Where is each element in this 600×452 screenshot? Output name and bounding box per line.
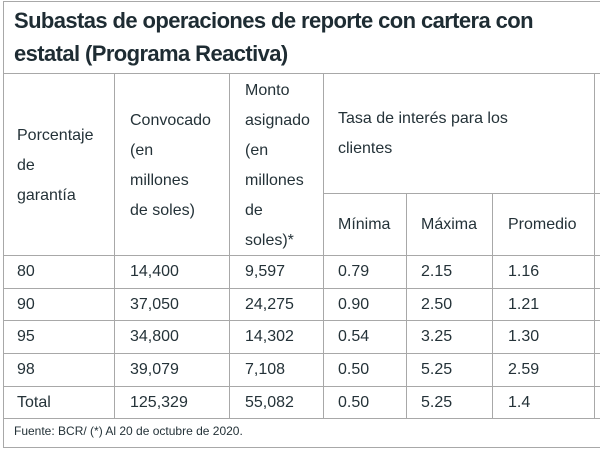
- cell-minima: 0.79: [338, 263, 370, 280]
- header-minima: Mínima: [338, 216, 391, 233]
- cell-convocado: 39,079: [130, 361, 179, 378]
- cell-monto: 7,108: [245, 361, 286, 378]
- cell-minima: 0.54: [338, 328, 370, 345]
- col-line: [323, 73, 324, 418]
- header-text: asignado: [245, 112, 310, 129]
- header-bottom-line: [3, 255, 600, 256]
- footnote: Fuente: BCR/ (*) Al 20 de octubre de 202…: [14, 424, 243, 438]
- header-maxima: Máxima: [421, 216, 478, 233]
- cell-promedio: 1.4: [508, 394, 531, 411]
- cell-maxima: 2.15: [421, 263, 453, 280]
- header-text: de: [17, 157, 35, 174]
- cell-convocado: 34,800: [130, 328, 179, 345]
- header-text: millones: [245, 172, 304, 189]
- header-text: Monto: [245, 82, 290, 99]
- cell-porcentaje: 95: [17, 328, 35, 345]
- header-tasa: Tasa de interés para los clientes: [338, 104, 508, 164]
- cell-porcentaje: Total: [17, 394, 51, 411]
- title-line-2: estatal (Programa Reactiva): [14, 41, 288, 66]
- header-promedio: Promedio: [508, 216, 577, 233]
- header-top-line: [3, 73, 600, 74]
- cell-promedio: 1.16: [508, 263, 540, 280]
- cell-monto: 24,275: [245, 296, 294, 313]
- header-porcentaje: Porcentaje de garantía: [17, 121, 94, 211]
- cell-minima: 0.50: [338, 394, 370, 411]
- cell-porcentaje: 98: [17, 361, 35, 378]
- header-text: Convocado: [130, 112, 211, 129]
- cell-maxima: 5.25: [421, 361, 453, 378]
- row-line: [3, 386, 600, 387]
- header-monto: Monto asignado (en millones de soles)*: [245, 76, 310, 256]
- header-text: Porcentaje: [17, 127, 94, 144]
- cell-porcentaje: 80: [17, 263, 35, 280]
- header-convocado: Convocado (en millones de soles): [130, 106, 211, 226]
- title-line-1: Subastas de operaciones de reporte con c…: [14, 8, 534, 33]
- header-text: millones: [130, 172, 189, 189]
- header-text: soles)*: [245, 232, 294, 249]
- header-text: de: [245, 202, 263, 219]
- header-text: clientes: [338, 140, 393, 157]
- cell-maxima: 2.50: [421, 296, 453, 313]
- table-title: Subastas de operaciones de reporte con c…: [14, 4, 600, 70]
- cell-convocado: 14,400: [130, 263, 179, 280]
- cell-monto: 9,597: [245, 263, 286, 280]
- cell-monto: 55,082: [245, 394, 294, 411]
- header-text: Tasa de interés para los: [338, 110, 508, 127]
- col-line: [492, 193, 493, 418]
- header-text: garantía: [17, 187, 76, 204]
- cell-promedio: 1.30: [508, 328, 540, 345]
- cell-maxima: 5.25: [421, 394, 453, 411]
- table-bottom-line: [3, 418, 600, 419]
- cell-promedio: 2.59: [508, 361, 540, 378]
- cell-maxima: 3.25: [421, 328, 453, 345]
- table-frame: [3, 1, 600, 448]
- col-line: [406, 193, 407, 418]
- row-line: [3, 288, 600, 289]
- header-text: (en: [130, 142, 154, 159]
- col-line: [594, 73, 595, 418]
- subheader-line: [323, 193, 600, 194]
- header-text: de soles): [130, 202, 195, 219]
- cell-convocado: 125,329: [130, 394, 188, 411]
- header-text: (en: [245, 142, 269, 159]
- cell-promedio: 1.21: [508, 296, 540, 313]
- cell-monto: 14,302: [245, 328, 294, 345]
- row-line: [3, 353, 600, 354]
- cell-convocado: 37,050: [130, 296, 179, 313]
- col-line: [114, 73, 115, 418]
- cell-minima: 0.90: [338, 296, 370, 313]
- cell-porcentaje: 90: [17, 296, 35, 313]
- col-line: [229, 73, 230, 418]
- cell-minima: 0.50: [338, 361, 370, 378]
- row-line: [3, 320, 600, 321]
